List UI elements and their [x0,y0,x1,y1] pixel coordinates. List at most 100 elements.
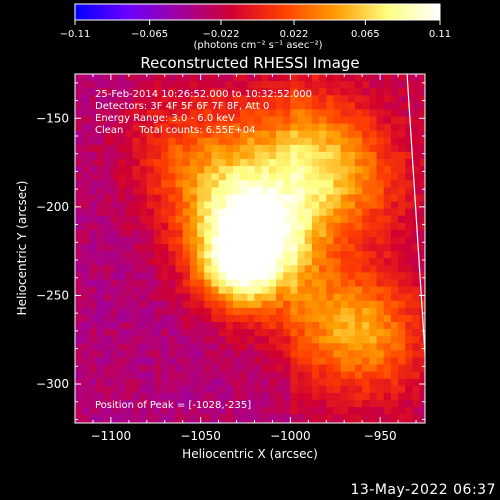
heatmap-cell [182,95,191,103]
heatmap-cell [398,109,406,117]
heatmap-cell [333,123,342,132]
heatmap-cell [369,236,377,245]
heatmap-cell [311,258,320,266]
heatmap-cell [390,258,399,266]
heatmap-cell [276,314,284,323]
heatmap-cell [398,421,406,423]
heatmap-cell [218,187,227,195]
heatmap-cell [204,166,212,174]
heatmap-cell [419,151,425,160]
heatmap-cell [103,414,112,422]
heatmap-cell [96,300,105,309]
heatmap-cell [355,81,363,89]
heatmap-cell [103,159,112,167]
heatmap-cell [340,314,349,323]
heatmap-cell [110,286,119,295]
heatmap-cell [153,236,162,245]
heatmap-cell [326,194,334,202]
heatmap-cell [276,116,284,125]
heatmap-cell [161,151,169,160]
heatmap-cell [319,300,327,309]
heatmap-cell [153,151,162,160]
heatmap-cell [103,116,112,125]
heatmap-cell [125,350,133,358]
heatmap-cell [182,166,191,174]
heatmap-cell [168,307,176,316]
heatmap-cell [182,399,191,408]
heatmap-cell [211,81,219,89]
heatmap-cell [390,74,399,82]
heatmap-cell [369,336,377,344]
heatmap-cell [383,215,392,224]
heatmap-cell [204,414,212,422]
heatmap-cell [197,350,205,358]
heatmap-cell [362,208,370,217]
heatmap-cell [110,414,119,422]
heatmap-cell [125,265,133,273]
heatmap-cell [290,123,298,132]
heatmap-cell [333,116,342,125]
heatmap-cell [412,88,421,96]
heatmap-cell [290,173,298,181]
heatmap-cell [189,336,198,344]
heatmap-cell [225,215,234,224]
heatmap-cell [268,371,277,380]
heatmap-cell [118,180,126,188]
heatmap-cell [347,322,356,330]
heatmap-cell [369,173,377,181]
heatmap-cell [232,286,241,295]
heatmap-cell [182,350,191,358]
heatmap-cell [283,385,291,394]
heatmap-cell [161,194,169,202]
heatmap-cell [347,208,356,217]
heatmap-cell [383,307,392,316]
heatmap-cell [319,385,327,394]
heatmap-cell [82,371,90,380]
heatmap-cell [340,414,349,422]
heatmap-cell [161,251,169,259]
heatmap-cell [240,81,248,89]
heatmap-cell [132,371,141,380]
heatmap-cell [96,116,105,125]
heatmap-cell [189,236,198,245]
heatmap-cell [197,95,205,103]
heatmap-cell [175,407,184,415]
heatmap-cell [132,300,141,309]
heatmap-cell [89,130,97,139]
heatmap-cell [268,166,277,174]
heatmap-cell [319,130,327,139]
heatmap-cell [419,336,425,344]
heatmap-cell [182,81,191,89]
heatmap-cell [89,208,97,217]
heatmap-cell [311,194,320,202]
heatmap-cell [118,279,126,287]
heatmap-cell [218,180,227,188]
heatmap-cell [82,272,90,280]
heatmap-cell [276,392,284,401]
heatmap-cell [218,251,227,259]
heatmap-cell [110,109,119,117]
heatmap-cell [276,258,284,266]
heatmap-cell [347,364,356,373]
heatmap-cell [225,350,234,358]
heatmap-cell [168,201,176,210]
heatmap-cell [211,201,219,210]
heatmap-cell [182,421,191,423]
heatmap-cell [240,392,248,401]
heatmap-cell [96,343,105,351]
heatmap-cell [118,272,126,280]
heatmap-cell [182,137,191,146]
heatmap-cell [268,272,277,280]
heatmap-cell [355,244,363,252]
heatmap-cell [283,229,291,238]
heatmap-cell [225,144,234,153]
heatmap-cell [419,293,425,302]
heatmap-cell [268,208,277,217]
heatmap-cell [75,307,83,316]
heatmap-cell [240,95,248,103]
heatmap-cell [311,244,320,252]
heatmap-cell [89,159,97,167]
heatmap-cell [103,130,112,139]
heatmap-cell [326,109,334,117]
heatmap-cell [82,81,90,89]
